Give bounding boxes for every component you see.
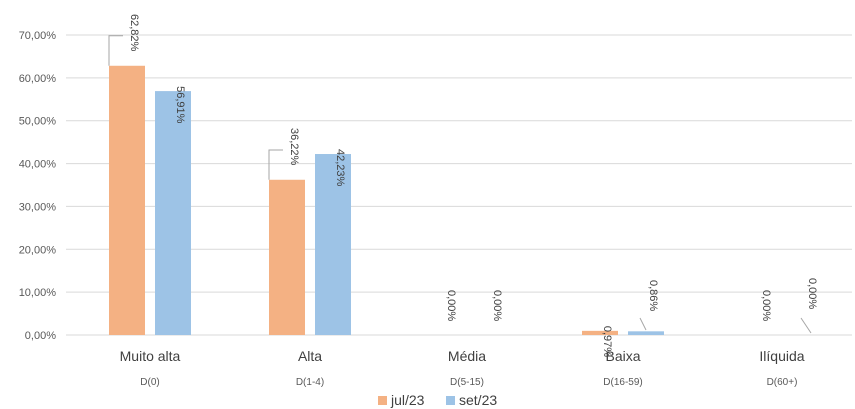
- bars: [109, 65, 664, 336]
- data-label: 0,00%: [806, 278, 818, 309]
- category-sublabel: D(0): [140, 377, 159, 388]
- category-label: Alta: [298, 348, 322, 364]
- legend-swatch: [446, 396, 455, 405]
- y-tick-label: 10,00%: [19, 287, 57, 299]
- leader-line: [639, 317, 647, 331]
- leader-lines: [108, 35, 812, 334]
- data-label: 0,00%: [445, 290, 457, 321]
- data-labels: 62,82% 36,22% 0,00% 0,97% 0,00% 56,91% 42,23% 0…: [128, 14, 818, 357]
- gridlines: [66, 34, 852, 336]
- bar: [315, 154, 351, 335]
- data-label: 62,82%: [128, 14, 140, 52]
- y-tick-label: 40,00%: [19, 159, 57, 171]
- data-label: 0,86%: [647, 280, 659, 311]
- y-tick-label: 20,00%: [19, 244, 57, 256]
- leader-line: [268, 149, 283, 180]
- bar: [269, 179, 305, 335]
- bar: [628, 331, 664, 335]
- category-sublabel: D(16-59): [603, 377, 642, 388]
- category-label: Baixa: [605, 348, 640, 364]
- y-tick-label: 50,00%: [19, 116, 57, 128]
- data-label: 0,00%: [491, 290, 503, 321]
- y-axis-ticks: 0,00% 10,00% 20,00% 30,00% 40,00% 50,00% 60,00…: [19, 30, 57, 342]
- legend-label: jul/23: [390, 392, 425, 408]
- data-label: 56,91%: [174, 86, 186, 124]
- data-label: 42,23%: [334, 149, 346, 187]
- data-label: 0,97%: [601, 326, 613, 357]
- y-tick-label: 60,00%: [19, 73, 57, 85]
- leader-line: [108, 35, 123, 66]
- legend-swatch: [378, 396, 387, 405]
- category-label: Muito alta: [120, 348, 181, 364]
- y-tick-label: 30,00%: [19, 201, 57, 213]
- bar: [155, 91, 191, 335]
- legend: jul/23 set/23: [378, 392, 497, 408]
- category-sublabel: D(1-4): [296, 377, 324, 388]
- x-axis-categories: Muito alta D(0) Alta D(1-4) Média D(5-15) Baix…: [120, 348, 805, 388]
- y-tick-label: 0,00%: [25, 330, 56, 342]
- leader-line: [800, 317, 812, 334]
- bar: [582, 330, 618, 335]
- category-sublabel: D(60+): [767, 377, 798, 388]
- category-label: Média: [448, 348, 486, 364]
- legend-label: set/23: [459, 392, 497, 408]
- data-label: 36,22%: [288, 128, 300, 166]
- category-label: Ilíquida: [759, 348, 804, 364]
- y-tick-label: 70,00%: [19, 30, 57, 42]
- data-label: 0,00%: [760, 290, 772, 321]
- category-sublabel: D(5-15): [450, 377, 484, 388]
- bar: [109, 65, 145, 336]
